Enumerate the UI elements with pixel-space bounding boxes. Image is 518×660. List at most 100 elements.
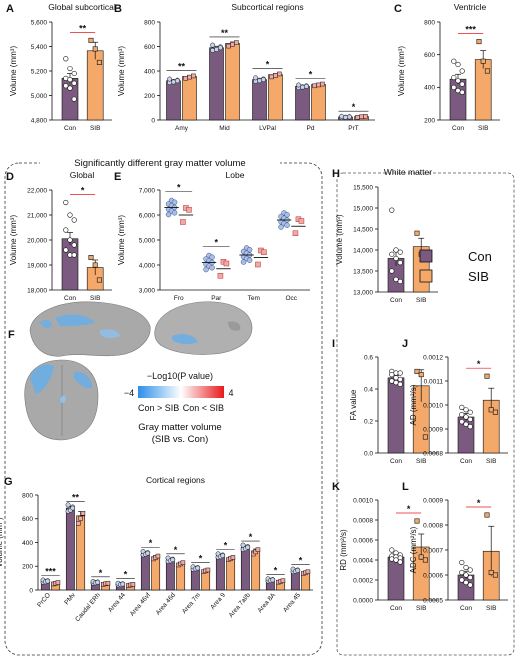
bar-B-con: [252, 79, 267, 121]
y-tick-label-H: 14,000: [353, 247, 373, 254]
point-C: [459, 68, 465, 74]
point-D: [96, 277, 102, 283]
x-tick-label-G: Area 46vf: [129, 592, 152, 618]
x-tick-label-J: Con: [460, 458, 472, 465]
point-H: [397, 278, 403, 285]
y-axis-label-J: AD (mm²/s): [409, 384, 418, 425]
y-tick-label-J: 0.0009: [423, 426, 443, 433]
point-C: [459, 81, 465, 87]
panel-label-L: L: [402, 481, 409, 493]
point-K: [397, 559, 403, 565]
point-J: [484, 373, 490, 379]
y-tick-label-B: 200: [144, 93, 155, 100]
colorbar-right-label: Con < SIB: [183, 403, 224, 413]
point-A: [92, 46, 98, 52]
point-K: [389, 547, 395, 553]
point-L: [459, 559, 465, 566]
x-tick-label-A: Con: [64, 125, 76, 132]
x-tick-label-B: PrT: [348, 125, 359, 132]
point-C: [455, 78, 461, 84]
point-B: [320, 81, 325, 87]
point-A: [63, 83, 69, 89]
point-H: [389, 207, 395, 213]
point-B: [312, 83, 317, 89]
y-tick-label-A: 4,800: [31, 117, 48, 124]
point-D: [63, 227, 69, 233]
colorbar: [138, 386, 224, 398]
sig-marker-C: ***: [465, 25, 476, 35]
bar-G-con: [215, 555, 225, 591]
point-L: [484, 512, 490, 518]
panel-title-G: Cortical regions: [146, 475, 205, 485]
y-tick-label-L: 0.0008: [423, 522, 443, 529]
x-tick-label-D: SIB: [90, 295, 100, 302]
point-J: [492, 409, 498, 415]
x-tick-label-G: Area 44: [107, 592, 127, 614]
panel-g: G Cortical regions 0 200 400 600 800 Volume (mm…: [0, 475, 313, 623]
brain-caption-line1: Gray matter volume: [138, 422, 221, 433]
x-tick-label-I: Con: [390, 458, 402, 465]
y-tick-label-H: 15,000: [353, 205, 373, 212]
y-tick-label-J: 0.0008: [423, 450, 443, 457]
x-tick-label-B: Pd: [307, 125, 315, 132]
panel-label-F: F: [8, 329, 15, 341]
x-tick-label-E: Par: [211, 295, 222, 302]
point-G: [130, 582, 136, 587]
bar-B-sib: [225, 43, 240, 121]
point-E: [223, 260, 230, 267]
point-I: [397, 381, 403, 387]
point-C: [459, 89, 465, 95]
panel-title-A: Global subcortical: [48, 2, 116, 12]
point-E: [292, 230, 299, 236]
point-G: [145, 550, 151, 556]
point-B: [273, 73, 278, 78]
point-A: [67, 65, 73, 72]
sig-marker-G: *: [124, 570, 128, 580]
point-B: [230, 42, 235, 47]
point-D: [63, 247, 69, 253]
point-L: [492, 572, 498, 578]
y-tick-label-E: 4,000: [139, 262, 156, 269]
point-B: [303, 83, 309, 89]
point-G: [170, 557, 176, 563]
point-B: [234, 40, 239, 45]
panel-title-D: Global: [70, 170, 95, 180]
panel-title-E: Lobe: [226, 170, 245, 180]
y-tick-label-I: 0.2: [364, 418, 373, 425]
panel-title-H: White matter: [384, 167, 432, 177]
x-tick-label-I: SIB: [416, 458, 426, 465]
point-D: [67, 212, 73, 218]
white-matter-group-border: [336, 172, 515, 656]
y-tick-label-H: 13,500: [353, 268, 373, 275]
y-tick-label-I: 0.4: [364, 386, 373, 393]
point-K: [418, 554, 424, 560]
legend-sib-label: SIB: [468, 269, 489, 284]
x-tick-label-C: SIB: [478, 125, 488, 132]
panel-label-B: B: [114, 3, 122, 15]
y-axis-label-E: Volume (mm³): [117, 215, 126, 266]
point-L: [463, 579, 469, 586]
point-A: [71, 96, 77, 102]
sig-marker-J: *: [477, 359, 481, 369]
point-A: [67, 85, 73, 91]
point-B: [300, 84, 305, 90]
panel-d: D Global 18,000 19,000 20,000 21,000 22,000 Vol…: [6, 170, 112, 302]
y-tick-label-A: 5,200: [31, 68, 48, 75]
point-H: [393, 255, 399, 262]
point-I: [397, 370, 403, 376]
point-B: [174, 78, 180, 84]
point-I: [418, 372, 424, 378]
group-legend: Con SIB: [419, 249, 492, 284]
y-tick-label-G: 200: [22, 564, 33, 571]
panel-label-E: E: [114, 171, 121, 183]
bar-G-sib: [176, 562, 186, 591]
bar-B-sib: [182, 76, 197, 121]
brain-dorsal-view: [24, 359, 99, 441]
point-J: [459, 404, 465, 411]
point-D: [92, 262, 98, 268]
point-L: [467, 574, 473, 581]
x-tick-label-G: Area 8A: [257, 591, 278, 614]
point-D: [88, 255, 94, 261]
panel-label-J: J: [402, 338, 408, 350]
sig-marker-B: *: [266, 59, 270, 69]
